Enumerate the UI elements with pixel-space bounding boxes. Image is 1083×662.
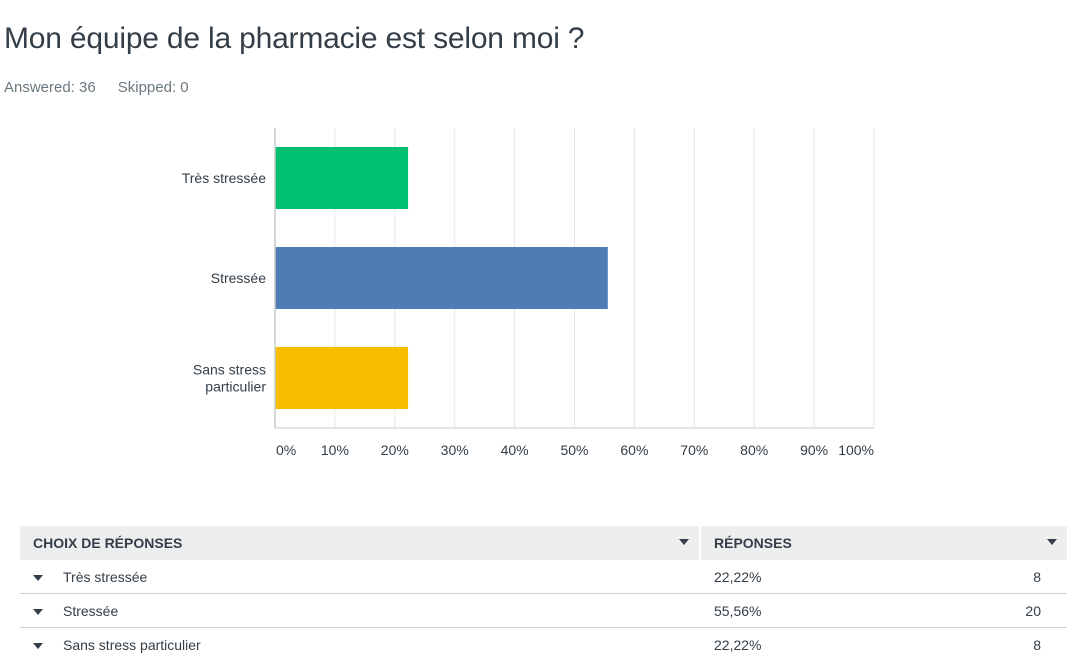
table-row: Stressée 55,56% 20 (20, 594, 1067, 628)
sort-caret-icon[interactable] (679, 539, 689, 545)
expand-caret-icon[interactable] (33, 608, 43, 615)
answered-count: Answered: 36 (4, 79, 96, 96)
category-label: particulier (205, 379, 266, 395)
expand-caret-icon[interactable] (33, 643, 43, 649)
choice-cell: Stressée (20, 594, 701, 627)
bar-chart: Très stressée Stressée Sans stressparticul… (182, 128, 875, 458)
x-tick-label: 10% (321, 442, 349, 458)
category-label: Très stressée (182, 170, 266, 186)
x-tick-label: 40% (501, 442, 529, 458)
choices-column-header[interactable]: CHOIX DE RÉPONSES (20, 526, 701, 560)
responses-column-label: RÉPONSES (714, 535, 792, 551)
sort-caret-icon[interactable] (1047, 539, 1057, 545)
bar (275, 347, 409, 409)
choice-label: Stressée (63, 602, 119, 619)
percent-cell: 55,56% (714, 602, 762, 619)
bar (275, 147, 409, 209)
x-tick-label: 100% (838, 442, 874, 458)
responses-column-header[interactable]: RÉPONSES (701, 526, 1067, 560)
percent-cell: 22,22% (714, 637, 762, 653)
response-stats: Answered: 36 Skipped: 0 (4, 79, 189, 96)
choices-column-label: CHOIX DE RÉPONSES (33, 535, 183, 551)
count-cell: 8 (1033, 637, 1041, 653)
expand-caret-icon[interactable] (33, 574, 43, 581)
choice-cell: Très stressée (20, 560, 701, 593)
skipped-count: Skipped: 0 (117, 79, 189, 96)
count-cell: 20 (1025, 602, 1041, 619)
table-row: Très stressée 22,22% 8 (20, 560, 1067, 594)
x-tick-label: 70% (680, 442, 708, 458)
category-label: Stressée (211, 270, 266, 286)
bar (275, 247, 608, 309)
responses-table: CHOIX DE RÉPONSES RÉPONSES Très stressée… (20, 526, 1067, 662)
count-cell: 8 (1033, 568, 1041, 585)
question-title: Mon équipe de la pharmacie est selon moi… (4, 22, 585, 55)
x-tick-label: 30% (441, 442, 469, 458)
table-header: CHOIX DE RÉPONSES RÉPONSES (20, 526, 1067, 560)
x-tick-label: 60% (620, 442, 648, 458)
choice-label: Sans stress particulier (63, 637, 201, 653)
x-tick-label: 20% (381, 442, 409, 458)
category-label: Sans stress (193, 362, 266, 378)
percent-cell: 22,22% (714, 568, 762, 585)
table-row: Sans stress particulier 22,22% 8 (20, 628, 1067, 662)
x-tick-label: 0% (276, 442, 296, 458)
x-tick-label: 50% (560, 442, 588, 458)
choice-label: Très stressée (63, 568, 148, 585)
x-tick-label: 80% (740, 442, 768, 458)
x-tick-label: 90% (800, 442, 828, 458)
choice-cell: Sans stress particulier (20, 628, 701, 662)
